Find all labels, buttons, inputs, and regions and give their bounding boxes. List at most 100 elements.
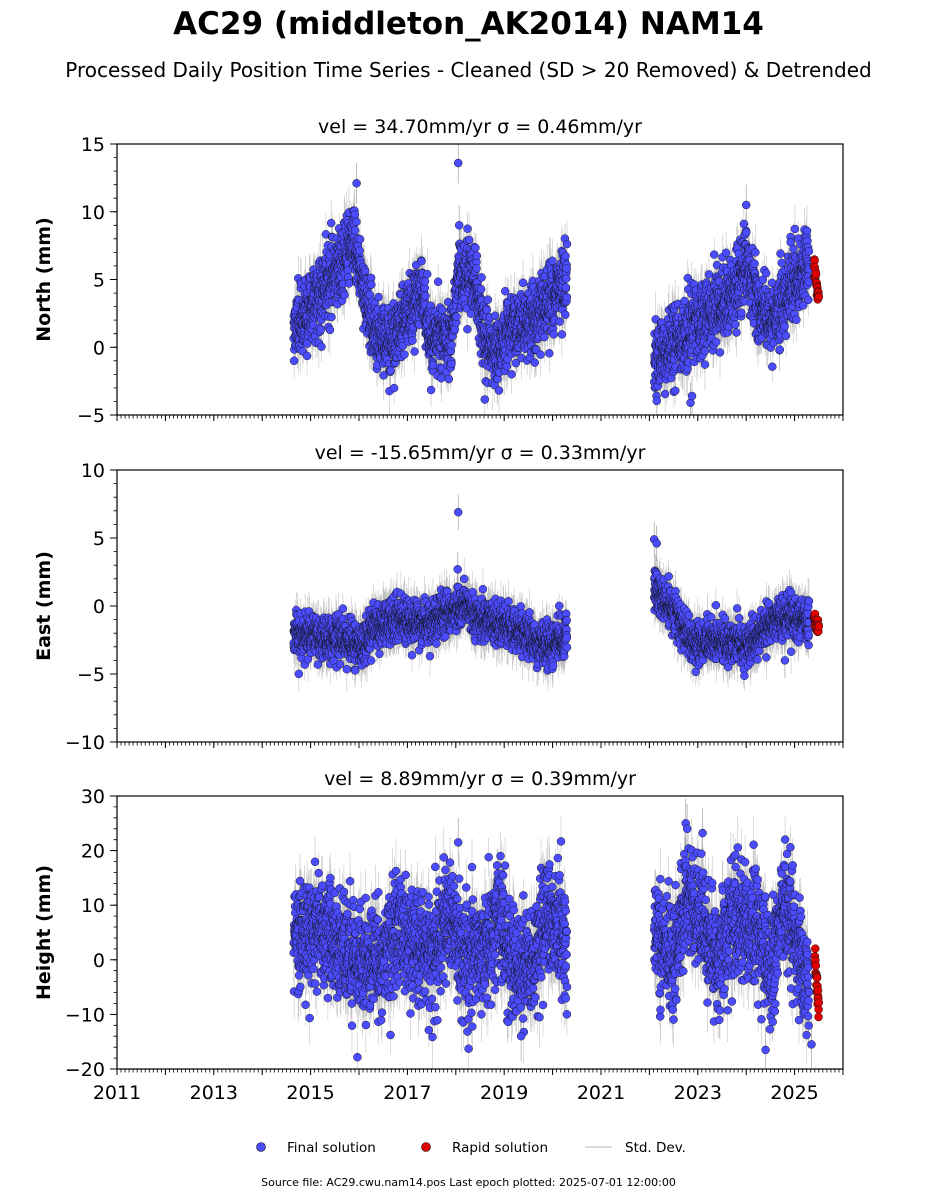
final-point (326, 218, 336, 228)
final-point (379, 371, 388, 380)
final-point (317, 342, 326, 351)
final-point (711, 337, 721, 347)
final-point (289, 356, 299, 366)
final-point (325, 325, 335, 335)
final-point (472, 264, 481, 273)
y-tick-label: 10 (81, 202, 105, 224)
north-final-points (289, 158, 814, 408)
final-point (352, 217, 361, 227)
final-point (459, 574, 469, 584)
final-point (466, 309, 476, 318)
final-point (652, 396, 662, 406)
final-point (452, 312, 461, 321)
final-point (386, 366, 395, 375)
final-point (731, 320, 740, 329)
final-point (536, 350, 545, 359)
final-point (425, 651, 435, 661)
final-point (781, 331, 791, 341)
final-point (355, 246, 364, 255)
final-point-outlier (454, 221, 464, 230)
final-point (502, 362, 512, 371)
final-point (504, 597, 513, 606)
final-point (410, 347, 419, 356)
final-point (437, 305, 447, 315)
final-point (660, 389, 670, 399)
final-point (426, 385, 436, 395)
final-point (511, 358, 521, 368)
final-point (374, 292, 383, 302)
final-point (557, 330, 567, 339)
final-point (545, 349, 554, 358)
final-point (777, 258, 786, 268)
final-point (732, 328, 741, 337)
final-point (316, 325, 326, 334)
final-point (350, 210, 360, 219)
final-point (400, 350, 409, 359)
final-point (335, 659, 345, 669)
final-point (780, 322, 789, 331)
east-final-points (289, 507, 814, 681)
north-y-axis-label: North (mm) (33, 217, 55, 342)
final-point (804, 246, 814, 256)
final-point (562, 264, 571, 273)
final-point (494, 386, 504, 395)
final-point (422, 269, 432, 279)
final-point (483, 295, 493, 304)
final-point (742, 228, 751, 237)
final-point (490, 311, 500, 321)
north-rapid-points (809, 255, 824, 304)
final-point (338, 604, 348, 613)
final-point (671, 386, 680, 396)
final-point (802, 226, 812, 236)
final-point (463, 224, 472, 233)
final-point (366, 656, 376, 665)
final-point (792, 315, 801, 325)
final-point (350, 226, 360, 235)
final-point (463, 324, 472, 334)
final-point (471, 243, 480, 253)
final-point (737, 308, 746, 318)
final-point (444, 374, 454, 384)
final-point (561, 251, 570, 261)
final-point (739, 219, 749, 229)
final-point (548, 256, 557, 266)
final-point-outlier (741, 200, 751, 210)
final-point (709, 250, 719, 259)
chart-subtitle: Processed Daily Position Time Series - C… (65, 58, 872, 82)
north-panel-title: vel = 34.70mm/yr σ = 0.46mm/yr (318, 116, 642, 138)
final-point (549, 330, 558, 339)
final-point (398, 341, 408, 351)
final-point (294, 669, 304, 679)
final-point (375, 649, 384, 659)
final-point (555, 317, 564, 326)
final-point (447, 340, 456, 350)
final-point (721, 248, 731, 258)
final-point (562, 239, 572, 249)
final-point (367, 280, 376, 289)
final-point (700, 346, 710, 356)
final-point (420, 277, 430, 286)
final-point (562, 274, 571, 283)
final-point (417, 256, 426, 266)
final-point (355, 234, 365, 244)
final-point (540, 332, 549, 342)
final-point (464, 235, 474, 245)
final-point (790, 224, 800, 234)
final-point (518, 278, 528, 288)
final-point (447, 359, 456, 369)
final-point (407, 650, 417, 660)
final-point (482, 305, 492, 315)
final-point (561, 283, 571, 292)
final-point (789, 244, 798, 254)
final-point (768, 362, 777, 371)
final-point (776, 249, 785, 258)
final-point (302, 351, 312, 361)
final-point (530, 358, 540, 367)
final-point (433, 277, 443, 287)
final-point (704, 270, 714, 279)
final-point (477, 273, 486, 282)
final-point (478, 584, 488, 594)
